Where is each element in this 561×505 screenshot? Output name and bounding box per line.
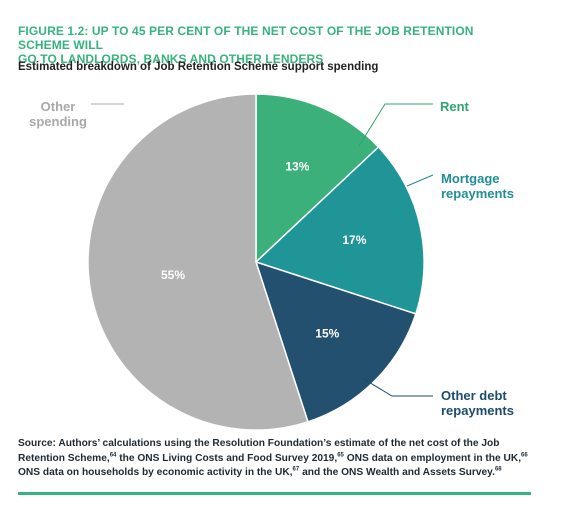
- leader-lines: [91, 103, 434, 397]
- source-note: Source: Authors’ calculations using the …: [18, 437, 533, 481]
- pie-chart: 13% 17% 15% 55% Rent Mortgage repayments Other…: [29, 93, 514, 430]
- figure-title: FIGURE 1.2: UP TO 45 PER CENT OF THE NET…: [18, 24, 518, 66]
- bottom-rule: [18, 492, 531, 495]
- footnote-ref: 68: [494, 466, 502, 473]
- value-label: 17%: [342, 233, 366, 247]
- footnote-ref: 66: [521, 452, 528, 459]
- pie-slices: [87, 93, 425, 430]
- footnote-ref: 67: [292, 466, 300, 473]
- footnote-ref: 65: [337, 452, 344, 459]
- category-label: Rent: [440, 99, 470, 114]
- pie-slice: [255, 93, 380, 264]
- chart-subtitle: Estimated breakdown of Job Retention Sch…: [18, 61, 379, 73]
- category-label: Other spending: [29, 99, 87, 129]
- leader-line: [358, 103, 433, 147]
- figure-title-line-1: FIGURE 1.2: UP TO 45 PER CENT OF THE NET…: [18, 24, 474, 52]
- value-label: 15%: [315, 326, 339, 340]
- value-label: 13%: [285, 159, 309, 173]
- figure-title-line-2: GO TO LANDLORDS, BANKS AND OTHER LENDERS: [18, 52, 324, 66]
- leader-line: [361, 377, 433, 397]
- category-label: Other debt repayments: [441, 388, 514, 418]
- value-labels: 13% 17% 15% 55%: [161, 159, 367, 340]
- pie-slice: [254, 145, 425, 315]
- category-label: Mortgage repayments: [441, 171, 514, 201]
- footnote-ref: 64: [109, 452, 117, 459]
- source-text-5: and the ONS Wealth and Assets Survey.: [299, 467, 495, 479]
- pie-slice: [87, 93, 309, 430]
- leader-line: [406, 174, 434, 187]
- source-text-2: the ONS Living Costs and Food Survey 201…: [116, 452, 338, 464]
- source-text-4: ONS data on households by economic activ…: [18, 467, 293, 479]
- source-text-3: ONS data on employment in the UK,: [343, 452, 522, 464]
- category-labels: Rent Mortgage repayments Other debt repaymen…: [29, 99, 514, 418]
- source-text-1: Source: Authors’ calculations using the …: [18, 438, 500, 464]
- value-label: 55%: [161, 268, 185, 282]
- pie-slice: [254, 260, 417, 423]
